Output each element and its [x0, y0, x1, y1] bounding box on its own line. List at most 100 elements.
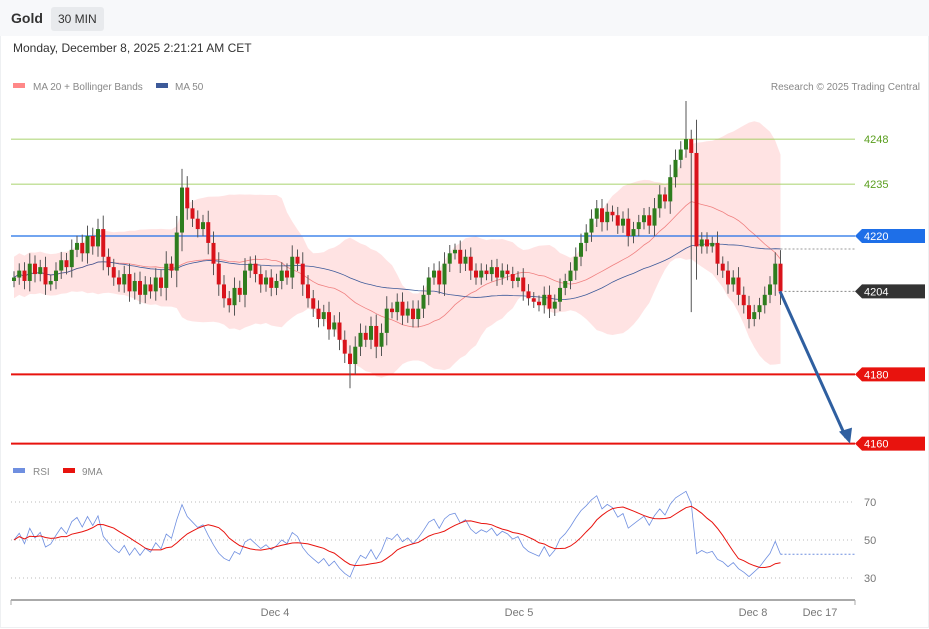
candle-body	[405, 308, 410, 316]
candle-body	[463, 256, 468, 264]
candle	[369, 316, 373, 350]
candle	[684, 101, 688, 158]
candle-body	[111, 267, 116, 278]
candle-body	[48, 280, 53, 285]
candle	[584, 224, 589, 252]
candle	[90, 227, 95, 255]
candle	[768, 276, 772, 304]
candle-body	[54, 270, 58, 281]
candle	[500, 263, 505, 285]
candle-body	[600, 208, 604, 223]
candle-body	[290, 256, 295, 278]
candle-body	[741, 294, 746, 306]
candle	[12, 271, 16, 288]
candle-body	[762, 294, 767, 306]
candle	[720, 256, 725, 278]
timeframe-button[interactable]: 30 MIN	[51, 7, 104, 31]
candle-body	[75, 242, 79, 250]
candle	[153, 268, 158, 301]
candle-body	[773, 263, 778, 285]
candle-body	[300, 263, 305, 285]
candle-body	[453, 249, 457, 254]
candle-body	[143, 284, 148, 295]
candle-body	[332, 322, 337, 330]
candle	[180, 168, 184, 252]
candle	[85, 225, 90, 264]
rsi-tick-70: 70	[864, 497, 876, 509]
candle-body	[80, 242, 85, 254]
candle-body	[447, 253, 452, 264]
candle-body	[673, 159, 678, 178]
candle-body	[122, 274, 127, 285]
candle	[138, 271, 142, 305]
candle	[715, 231, 720, 276]
candle-body	[237, 287, 242, 295]
candle	[159, 269, 163, 297]
candle-body	[720, 263, 725, 271]
candle-body	[516, 277, 520, 281]
candle	[332, 315, 337, 337]
candle	[48, 274, 53, 291]
candle-body	[468, 256, 473, 271]
ma50-legend-label: MA 50	[175, 82, 204, 93]
datetime-label: Monday, December 8, 2025 2:21:21 AM CET	[13, 41, 252, 55]
candle-body	[432, 270, 436, 278]
candle-body	[222, 284, 226, 299]
candle-body	[358, 332, 363, 347]
candle-body	[510, 274, 515, 281]
candle-body	[33, 263, 37, 275]
candle	[453, 243, 457, 260]
x-tick-dec-17: Dec 17	[803, 607, 838, 619]
candle-body	[337, 322, 342, 340]
candle	[274, 273, 279, 296]
candle	[484, 264, 489, 281]
candle-body	[195, 218, 200, 230]
candle	[610, 205, 615, 222]
candle-body	[243, 270, 247, 295]
ma20-line	[13, 201, 781, 328]
candle-body	[216, 263, 221, 285]
candle	[699, 232, 704, 254]
candle	[752, 304, 757, 327]
candle-body	[295, 256, 300, 264]
ma50-line	[13, 243, 781, 300]
candle	[321, 304, 326, 327]
candle-body	[552, 301, 557, 309]
candle-body	[316, 308, 321, 320]
candle	[69, 239, 74, 278]
candle	[705, 232, 709, 254]
candle-body	[180, 187, 184, 233]
candle-body	[484, 270, 489, 275]
candle	[626, 208, 631, 247]
candle-body	[437, 270, 442, 285]
candle-body	[521, 277, 526, 292]
candle	[258, 265, 263, 293]
candle	[668, 164, 673, 214]
candle	[311, 289, 316, 317]
candle	[568, 262, 573, 290]
candle	[442, 252, 447, 296]
candle	[547, 285, 552, 319]
candle	[17, 263, 22, 285]
candle	[437, 261, 442, 294]
candle-body	[279, 270, 284, 281]
candle	[579, 233, 583, 267]
candle-body	[558, 287, 562, 302]
candle-body	[421, 294, 426, 309]
candle	[521, 268, 526, 301]
candle-body	[169, 263, 174, 271]
candle-body	[474, 270, 478, 278]
candle-body	[694, 152, 699, 247]
candle	[411, 300, 415, 328]
candle	[379, 323, 384, 357]
candle-body	[605, 211, 610, 223]
candle	[300, 252, 305, 296]
candle	[526, 284, 531, 306]
candle	[127, 263, 132, 302]
candle-body	[17, 270, 22, 278]
level-tag-4204	[855, 284, 925, 299]
candle	[169, 256, 174, 278]
level-label-4180: 4180	[864, 369, 888, 381]
candle-body	[489, 267, 494, 275]
ma50-legend-swatch	[156, 83, 168, 88]
